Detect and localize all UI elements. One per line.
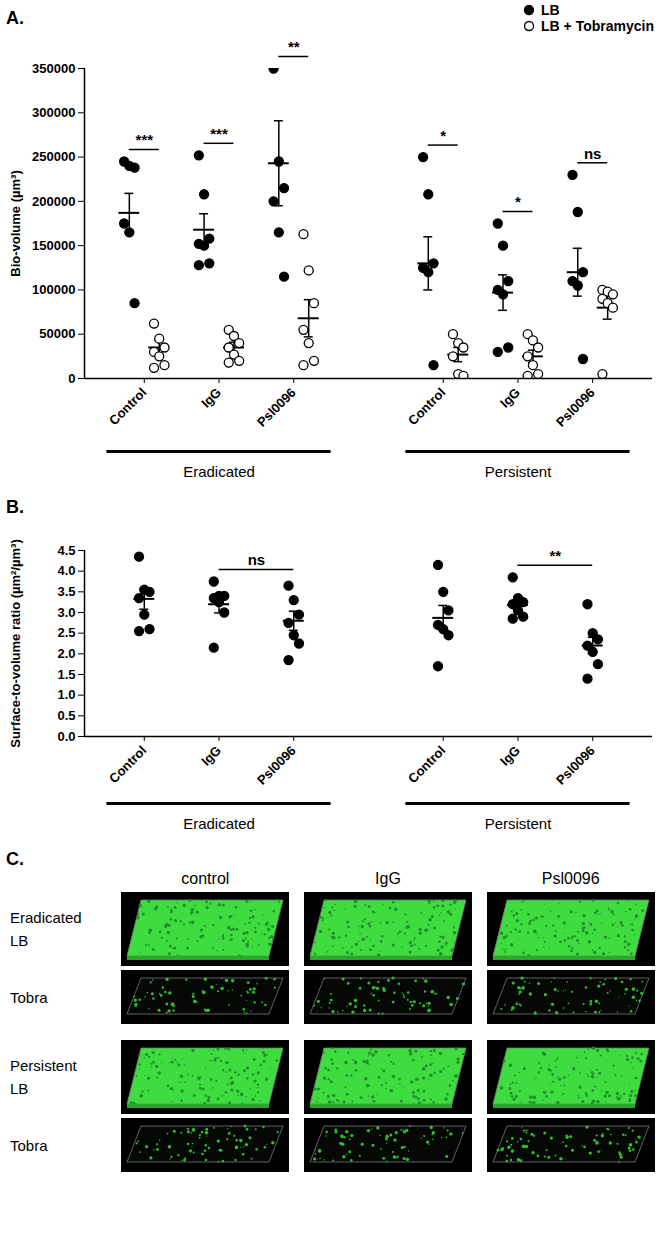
svg-text:**: ** — [549, 547, 561, 564]
svg-text:1.5: 1.5 — [57, 667, 75, 682]
html-text:LB: LB — [541, 2, 560, 18]
svg-text:IgG: IgG — [497, 743, 523, 769]
svg-text:IgG: IgG — [497, 385, 523, 411]
svg-text:350000: 350000 — [32, 61, 75, 76]
svg-text:Control: Control — [106, 385, 149, 428]
svg-text:100000: 100000 — [32, 282, 75, 297]
svg-text:2.0: 2.0 — [57, 646, 75, 661]
svg-text:***: *** — [136, 131, 154, 148]
svg-text:300000: 300000 — [32, 105, 75, 120]
html-text:Persistent: Persistent — [10, 1057, 77, 1074]
svg-text:ns: ns — [584, 145, 602, 162]
svg-text:0.5: 0.5 — [57, 708, 75, 723]
svg-text:200000: 200000 — [32, 194, 75, 209]
html-text:IgG: IgG — [375, 870, 401, 887]
svg-text:Persistent: Persistent — [485, 463, 553, 480]
html-text:LB + Tobramycin: LB + Tobramycin — [541, 18, 654, 34]
html-text:Tobra: Tobra — [10, 988, 48, 1006]
html-text:B.: B. — [6, 496, 24, 517]
svg-text:ns: ns — [248, 551, 266, 568]
html-text:C.: C. — [6, 848, 24, 869]
svg-text:Eradicated: Eradicated — [183, 463, 255, 480]
svg-text:*: * — [515, 193, 521, 210]
svg-text:Psl0096: Psl0096 — [254, 385, 299, 430]
svg-text:Surface-to-volume ratio (µm²/µ: Surface-to-volume ratio (µm²/µm³) — [8, 539, 23, 748]
svg-text:Psl0096: Psl0096 — [254, 743, 299, 788]
svg-text:1.0: 1.0 — [57, 687, 75, 702]
svg-text:IgG: IgG — [198, 385, 224, 411]
html-text:Eradicated: Eradicated — [10, 909, 82, 926]
svg-text:**: ** — [288, 38, 300, 55]
svg-text:4.0: 4.0 — [57, 563, 75, 578]
svg-text:Control: Control — [106, 743, 149, 786]
html-text:control: control — [181, 870, 230, 887]
svg-text:4.5: 4.5 — [57, 543, 75, 558]
svg-text:Control: Control — [405, 385, 448, 428]
html-text:LB: LB — [10, 1080, 29, 1097]
svg-text:0: 0 — [68, 371, 75, 386]
svg-text:Psl0096: Psl0096 — [553, 743, 598, 788]
svg-text:250000: 250000 — [32, 149, 75, 164]
html-text:LB: LB — [10, 932, 29, 949]
svg-text:2.5: 2.5 — [57, 625, 75, 640]
svg-text:Psl0096: Psl0096 — [553, 385, 598, 430]
svg-text:150000: 150000 — [32, 238, 75, 253]
svg-text:Persistent: Persistent — [485, 815, 553, 832]
svg-text:IgG: IgG — [198, 743, 224, 769]
html-text:Tobra: Tobra — [10, 1136, 48, 1154]
svg-text:Eradicated: Eradicated — [183, 815, 255, 832]
svg-text:*: * — [440, 127, 446, 144]
svg-text:Bio-volume (µm³): Bio-volume (µm³) — [8, 170, 23, 276]
svg-text:50000: 50000 — [39, 326, 75, 341]
svg-text:3.0: 3.0 — [57, 605, 75, 620]
svg-text:Control: Control — [405, 743, 448, 786]
svg-text:3.5: 3.5 — [57, 584, 75, 599]
html-text:Psl0096: Psl0096 — [541, 870, 600, 887]
svg-text:0.0: 0.0 — [57, 729, 75, 744]
svg-text:***: *** — [210, 125, 228, 142]
html-text:A.: A. — [6, 7, 24, 28]
